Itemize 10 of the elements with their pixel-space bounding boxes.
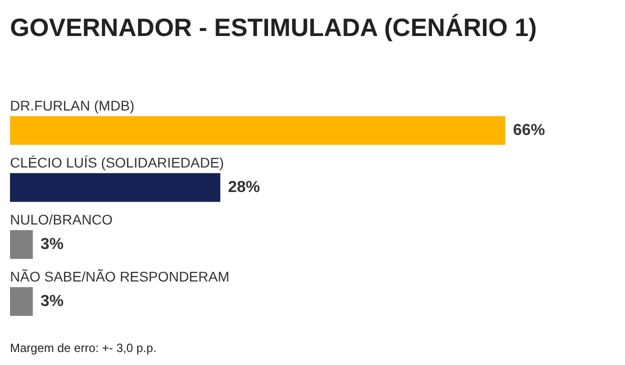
text: Margem de erro: +- 3,0 p.p. [10,341,156,355]
y-tick-label: CLÉCIO LUÍS (SOLIDARIEDADE) [10,154,224,170]
data-label: 3% [40,292,64,310]
data-label: 28% [228,178,260,196]
data-label: 3% [40,236,64,253]
data-label: 66% [513,122,546,139]
chart-title: GOVERNADOR - ESTIMULADA (CENÁRIO 1) [10,14,537,43]
y-tick-label: DR.FURLAN (MDB) [10,97,134,114]
y-tick-label: NULO/BRANCO [10,211,113,228]
y-tick-label: NÃO SABE/NÃO RESPONDERAM [10,268,230,284]
